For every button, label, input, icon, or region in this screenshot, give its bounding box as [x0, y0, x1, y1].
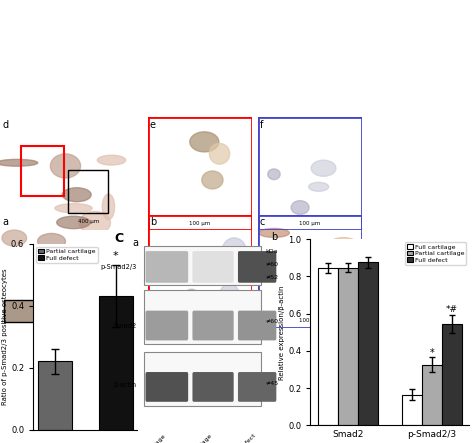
- FancyBboxPatch shape: [192, 372, 234, 402]
- Text: a: a: [3, 217, 9, 227]
- FancyBboxPatch shape: [146, 372, 188, 402]
- Ellipse shape: [48, 303, 69, 314]
- Text: e: e: [150, 120, 156, 130]
- Text: 100 μm: 100 μm: [190, 319, 210, 323]
- Ellipse shape: [259, 229, 290, 237]
- Text: d: d: [3, 120, 9, 130]
- FancyBboxPatch shape: [238, 372, 276, 402]
- Bar: [358, 262, 378, 425]
- Bar: [442, 324, 462, 425]
- Ellipse shape: [106, 290, 116, 306]
- Text: *: *: [113, 251, 118, 260]
- Text: 100 μm: 100 μm: [300, 319, 320, 323]
- Bar: [422, 365, 442, 425]
- Text: kDa: kDa: [265, 249, 277, 254]
- Text: ≠45: ≠45: [265, 381, 278, 386]
- Text: ≠52: ≠52: [265, 275, 278, 280]
- FancyBboxPatch shape: [238, 311, 276, 340]
- Circle shape: [222, 238, 246, 264]
- Text: 100 μm: 100 μm: [190, 221, 210, 226]
- Ellipse shape: [291, 201, 309, 214]
- Ellipse shape: [55, 204, 92, 213]
- FancyBboxPatch shape: [192, 311, 234, 340]
- Ellipse shape: [102, 194, 115, 220]
- Ellipse shape: [309, 183, 328, 191]
- Text: f: f: [260, 120, 264, 130]
- FancyBboxPatch shape: [146, 311, 188, 340]
- Ellipse shape: [67, 305, 102, 325]
- Ellipse shape: [50, 154, 81, 178]
- Text: p-Smad2/3: p-Smad2/3: [101, 264, 137, 270]
- Legend: Partial cartilage, Full defect: Partial cartilage, Full defect: [36, 247, 98, 263]
- Ellipse shape: [42, 308, 76, 323]
- Ellipse shape: [202, 171, 223, 189]
- FancyBboxPatch shape: [144, 245, 261, 284]
- Text: c: c: [260, 217, 265, 227]
- Text: β-actin: β-actin: [114, 382, 137, 388]
- Text: *#: *#: [446, 305, 458, 314]
- Circle shape: [172, 298, 192, 319]
- Ellipse shape: [97, 155, 126, 165]
- FancyBboxPatch shape: [4, 299, 36, 322]
- Ellipse shape: [210, 144, 230, 164]
- Bar: [318, 268, 338, 425]
- Text: ≠60: ≠60: [265, 262, 278, 267]
- Ellipse shape: [79, 211, 110, 234]
- Text: b: b: [271, 232, 277, 242]
- FancyBboxPatch shape: [144, 290, 261, 344]
- Text: b: b: [150, 217, 156, 227]
- FancyBboxPatch shape: [144, 352, 261, 405]
- Bar: [338, 268, 358, 425]
- Bar: [401, 395, 422, 425]
- Bar: [99, 296, 133, 430]
- Legend: Full cartilage, Partial cartilage, Full defect: Full cartilage, Partial cartilage, Full …: [405, 242, 466, 265]
- Ellipse shape: [268, 169, 280, 179]
- Text: ≠60: ≠60: [265, 319, 278, 324]
- Text: C: C: [114, 233, 123, 245]
- Text: *: *: [429, 347, 434, 358]
- Text: a: a: [133, 238, 139, 248]
- Text: Smad2: Smad2: [114, 323, 137, 329]
- Y-axis label: Ratio of p-Smad2/3 positive osteocytes: Ratio of p-Smad2/3 positive osteocytes: [2, 268, 8, 405]
- FancyBboxPatch shape: [192, 251, 234, 283]
- Ellipse shape: [45, 289, 70, 298]
- Ellipse shape: [57, 216, 90, 229]
- Ellipse shape: [331, 247, 350, 263]
- Ellipse shape: [190, 132, 219, 152]
- Text: 100 μm: 100 μm: [300, 221, 320, 226]
- Circle shape: [201, 253, 223, 277]
- Ellipse shape: [311, 160, 336, 176]
- Circle shape: [220, 284, 239, 305]
- Text: Full cartilage: Full cartilage: [135, 433, 167, 443]
- Circle shape: [182, 289, 201, 309]
- Text: Full defect: Full defect: [230, 433, 257, 443]
- Ellipse shape: [0, 159, 38, 166]
- Ellipse shape: [335, 260, 353, 270]
- Ellipse shape: [37, 233, 65, 249]
- FancyBboxPatch shape: [146, 251, 188, 283]
- Text: Partial cartilage: Partial cartilage: [174, 433, 213, 443]
- FancyBboxPatch shape: [238, 251, 276, 283]
- Ellipse shape: [328, 237, 358, 253]
- Ellipse shape: [61, 262, 70, 278]
- Bar: [38, 361, 72, 430]
- Text: 400 μm: 400 μm: [78, 316, 100, 321]
- Ellipse shape: [62, 188, 91, 202]
- Y-axis label: Relative expression/β-actin: Relative expression/β-actin: [279, 285, 285, 380]
- Text: 400 μm: 400 μm: [78, 218, 100, 224]
- Ellipse shape: [2, 230, 27, 246]
